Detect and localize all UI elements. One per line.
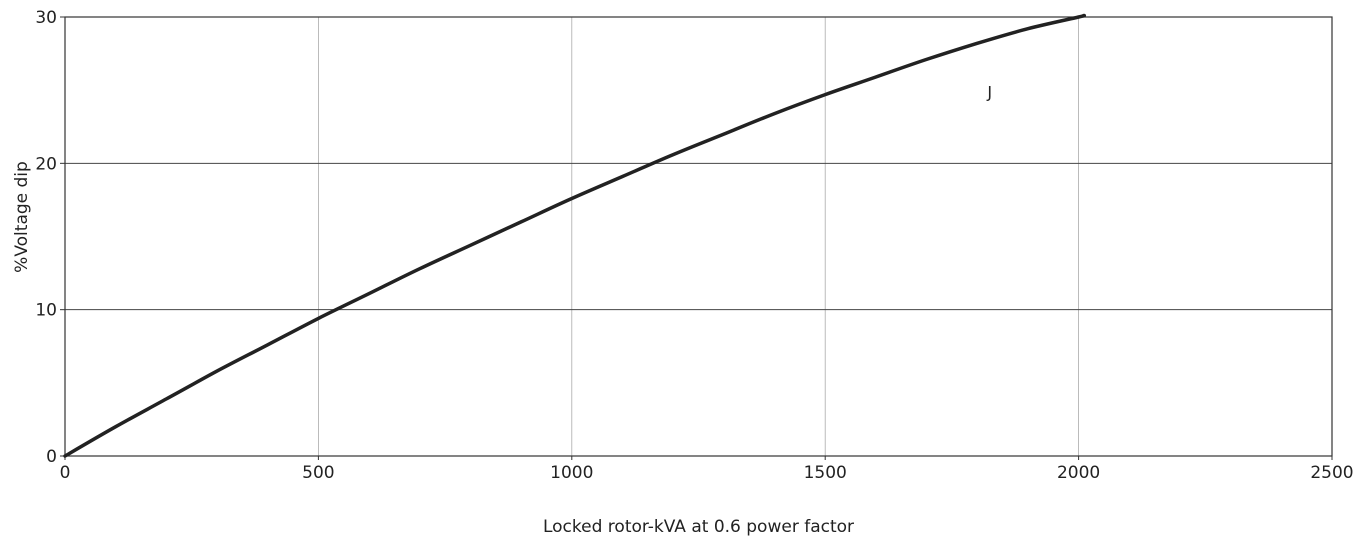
x-tick-label: 500	[302, 463, 334, 483]
plot-frame	[64, 16, 1333, 457]
series-line-0	[63, 13, 1087, 458]
x-tick-label: 0	[60, 463, 71, 483]
x-tick-label: 2000	[1057, 463, 1100, 483]
y-tick-labels: 0 10 20 30	[35, 8, 65, 467]
y-axis-title: %Voltage dip	[12, 161, 32, 273]
series-group	[63, 13, 1087, 458]
x-tick-label: 1000	[550, 463, 593, 483]
y-tick-label: 20	[35, 154, 57, 174]
grid	[65, 17, 1332, 456]
curve-label: J	[986, 82, 992, 101]
x-axis-title: Locked rotor-kVA at 0.6 power factor	[543, 517, 854, 537]
y-tick-label: 30	[35, 8, 57, 28]
x-tick-labels: 0 500 1000 1500 2000 2500	[60, 456, 1354, 483]
annotations: J	[986, 82, 992, 101]
y-tick-label: 0	[46, 447, 57, 467]
x-tick-label: 2500	[1310, 463, 1353, 483]
y-tick-label: 10	[35, 301, 57, 321]
x-tick-label: 1500	[804, 463, 847, 483]
